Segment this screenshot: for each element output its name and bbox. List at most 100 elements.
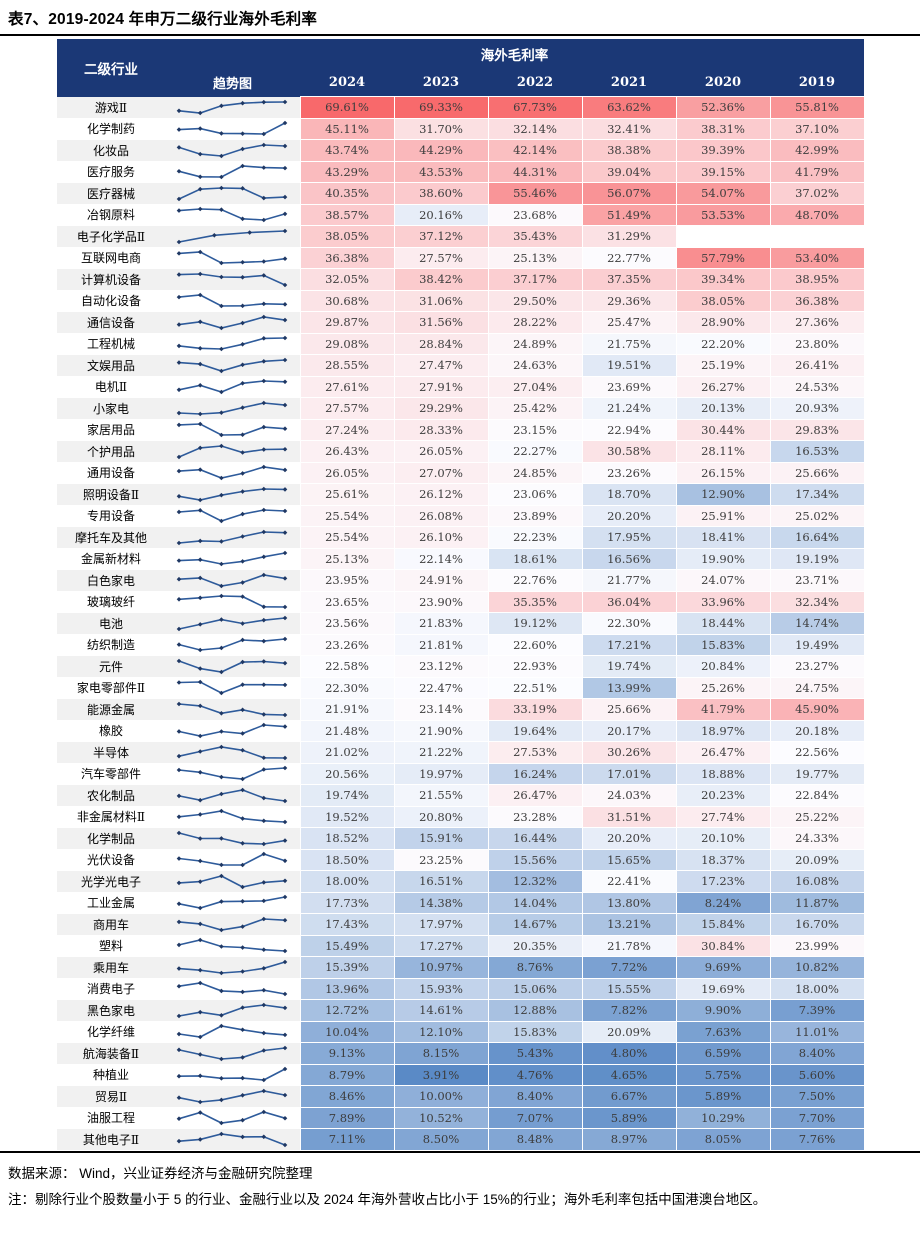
group-column-header: 海外毛利率 xyxy=(165,39,865,68)
margin-cell: 25.54% xyxy=(299,526,395,549)
margin-cell xyxy=(769,225,865,248)
trend-sparkline xyxy=(165,268,300,290)
table-row: 摩托车及其他 25.54% 26.10% 22.23% 17.95% 18.41% 16.6… xyxy=(57,526,865,549)
margin-cell: 22.30% xyxy=(299,676,395,699)
margin-cell: 5.89% xyxy=(581,1106,677,1129)
trend-column-header: 趋势图 xyxy=(165,68,300,97)
margin-cell: 24.91% xyxy=(393,569,489,592)
industry-name: 家电零部件Ⅱ xyxy=(57,677,165,699)
margin-cell: 24.53% xyxy=(769,375,865,398)
margin-cell: 37.12% xyxy=(393,225,489,248)
industry-name: 贸易Ⅱ xyxy=(57,1085,165,1107)
margin-cell: 6.67% xyxy=(581,1085,677,1108)
margin-cell: 22.77% xyxy=(581,246,677,269)
margin-cell: 18.37% xyxy=(675,848,771,871)
trend-sparkline xyxy=(165,505,300,527)
margin-cell: 25.19% xyxy=(675,354,771,377)
margin-cell: 16.70% xyxy=(769,913,865,936)
margin-cell: 21.77% xyxy=(581,569,677,592)
margin-cell: 24.03% xyxy=(581,784,677,807)
trend-sparkline xyxy=(165,462,300,484)
margin-cell: 22.30% xyxy=(581,612,677,635)
margin-cell: 63.62% xyxy=(581,96,677,119)
margin-cell: 12.32% xyxy=(487,870,583,893)
trend-sparkline xyxy=(165,225,300,247)
trend-sparkline xyxy=(165,655,300,677)
margin-cell: 18.00% xyxy=(299,870,395,893)
table-row: 光伏设备 18.50% 23.25% 15.56% 15.65% 18.37% 20.09% xyxy=(57,848,865,871)
margin-cell: 8.97% xyxy=(581,1128,677,1151)
margin-cell: 44.29% xyxy=(393,139,489,162)
table-row: 冶钢原料 38.57% 20.16% 23.68% 51.49% 53.53% 48.70% xyxy=(57,203,865,226)
margin-cell: 38.05% xyxy=(675,289,771,312)
margin-cell: 30.84% xyxy=(675,934,771,957)
margin-cell: 15.65% xyxy=(581,848,677,871)
margin-cell: 15.49% xyxy=(299,934,395,957)
trend-sparkline xyxy=(165,290,300,312)
margin-cell: 37.10% xyxy=(769,117,865,140)
margin-cell: 29.08% xyxy=(299,332,395,355)
trend-sparkline xyxy=(165,763,300,785)
table-row: 电机Ⅱ 27.61% 27.91% 27.04% 23.69% 26.27% 24.53% xyxy=(57,375,865,398)
trend-sparkline xyxy=(165,999,300,1021)
table-row: 互联网电商 36.38% 27.57% 25.13% 22.77% 57.79% 53.40… xyxy=(57,246,865,269)
industry-name: 黑色家电 xyxy=(57,999,165,1021)
margin-cell: 19.69% xyxy=(675,977,771,1000)
margin-cell: 57.79% xyxy=(675,246,771,269)
margin-cell: 20.93% xyxy=(769,397,865,420)
industry-name: 自动化设备 xyxy=(57,290,165,312)
margin-cell: 27.57% xyxy=(299,397,395,420)
margin-cell: 44.31% xyxy=(487,160,583,183)
trend-sparkline xyxy=(165,870,300,892)
trend-sparkline xyxy=(165,419,300,441)
margin-cell: 12.90% xyxy=(675,483,771,506)
trend-sparkline xyxy=(165,1021,300,1043)
margin-cell: 23.80% xyxy=(769,332,865,355)
margin-cell: 27.74% xyxy=(675,805,771,828)
margin-cell: 29.83% xyxy=(769,418,865,441)
overseas-gross-margin-table: 二级行业 海外毛利率 趋势图 2024 2023 2022 2021 2020 … xyxy=(57,39,865,1151)
margin-cell: 69.61% xyxy=(299,96,395,119)
margin-cell: 15.55% xyxy=(581,977,677,1000)
table-row: 汽车零部件 20.56% 19.97% 16.24% 17.01% 18.88% 19.77… xyxy=(57,762,865,785)
trend-sparkline xyxy=(165,720,300,742)
table-row: 玻璃玻纤 23.65% 23.90% 35.35% 36.04% 33.96% 32.34% xyxy=(57,590,865,613)
margin-cell: 23.25% xyxy=(393,848,489,871)
margin-cell: 22.23% xyxy=(487,526,583,549)
margin-cell: 29.87% xyxy=(299,311,395,334)
margin-cell: 21.90% xyxy=(393,719,489,742)
margin-cell: 26.27% xyxy=(675,375,771,398)
margin-cell: 45.90% xyxy=(769,698,865,721)
margin-cell: 23.65% xyxy=(299,590,395,613)
industry-name: 乘用车 xyxy=(57,956,165,978)
industry-name: 电机Ⅱ xyxy=(57,376,165,398)
table-row: 通信设备 29.87% 31.56% 28.22% 25.47% 28.90% 27.36% xyxy=(57,311,865,334)
margin-cell: 19.49% xyxy=(769,633,865,656)
industry-name: 光学光电子 xyxy=(57,870,165,892)
trend-sparkline xyxy=(165,161,300,183)
margin-cell: 9.69% xyxy=(675,956,771,979)
margin-cell: 16.56% xyxy=(581,547,677,570)
margin-cell: 14.38% xyxy=(393,891,489,914)
margin-cell: 38.42% xyxy=(393,268,489,291)
margin-cell: 19.52% xyxy=(299,805,395,828)
margin-cell: 19.19% xyxy=(769,547,865,570)
margin-cell: 7.50% xyxy=(769,1085,865,1108)
table-row: 医疗器械 40.35% 38.60% 55.46% 56.07% 54.07% 37.02% xyxy=(57,182,865,205)
margin-cell: 10.97% xyxy=(393,956,489,979)
trend-sparkline xyxy=(165,440,300,462)
margin-cell: 33.96% xyxy=(675,590,771,613)
trend-sparkline xyxy=(165,935,300,957)
trend-sparkline xyxy=(165,741,300,763)
industry-name: 汽车零部件 xyxy=(57,763,165,785)
trend-sparkline xyxy=(165,247,300,269)
year-header-2022: 2022 xyxy=(488,68,582,97)
margin-cell: 35.35% xyxy=(487,590,583,613)
margin-cell: 26.08% xyxy=(393,504,489,527)
margin-cell: 19.97% xyxy=(393,762,489,785)
margin-cell: 22.51% xyxy=(487,676,583,699)
margin-cell: 37.02% xyxy=(769,182,865,205)
margin-cell: 22.47% xyxy=(393,676,489,699)
margin-cell: 19.77% xyxy=(769,762,865,785)
margin-cell: 25.66% xyxy=(581,698,677,721)
